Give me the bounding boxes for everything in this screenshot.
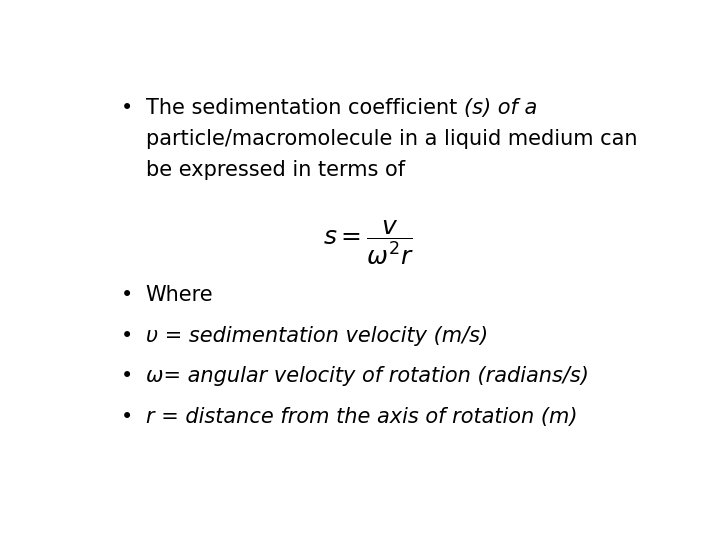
- Text: Where: Where: [145, 285, 213, 305]
- Text: •: •: [121, 98, 133, 118]
- Text: •: •: [121, 285, 133, 305]
- Text: υ = sedimentation velocity (m/s): υ = sedimentation velocity (m/s): [145, 326, 488, 346]
- Text: •: •: [121, 407, 133, 427]
- Text: The sedimentation coefficient: The sedimentation coefficient: [145, 98, 464, 118]
- Text: be expressed in terms of: be expressed in terms of: [145, 160, 405, 180]
- Text: r = distance from the axis of rotation (m): r = distance from the axis of rotation (…: [145, 407, 577, 427]
- Text: particle/macromolecule in a liquid medium can: particle/macromolecule in a liquid mediu…: [145, 129, 637, 149]
- Text: •: •: [121, 366, 133, 386]
- Text: ω= angular velocity of rotation (radians/s): ω= angular velocity of rotation (radians…: [145, 366, 589, 386]
- Text: (s) of a: (s) of a: [464, 98, 537, 118]
- Text: •: •: [121, 326, 133, 346]
- Text: $s = \dfrac{v}{\omega^{2}r}$: $s = \dfrac{v}{\omega^{2}r}$: [323, 219, 415, 267]
